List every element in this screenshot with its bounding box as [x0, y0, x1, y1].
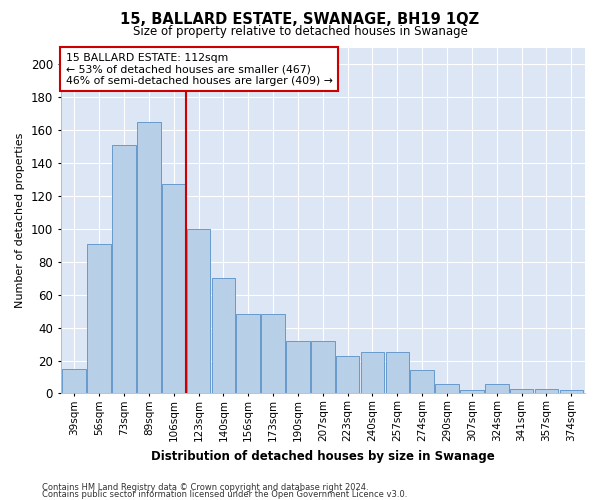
Bar	[485, 384, 509, 394]
Text: 15, BALLARD ESTATE, SWANAGE, BH19 1QZ: 15, BALLARD ESTATE, SWANAGE, BH19 1QZ	[121, 12, 479, 28]
Bar	[212, 278, 235, 394]
Text: Size of property relative to detached houses in Swanage: Size of property relative to detached ho…	[133, 25, 467, 38]
Bar	[187, 228, 211, 394]
Bar	[336, 356, 359, 394]
Bar	[311, 341, 335, 394]
Bar	[137, 122, 161, 394]
Bar	[62, 369, 86, 394]
X-axis label: Distribution of detached houses by size in Swanage: Distribution of detached houses by size …	[151, 450, 494, 462]
Bar	[410, 370, 434, 394]
Bar	[87, 244, 111, 394]
Y-axis label: Number of detached properties: Number of detached properties	[15, 133, 25, 308]
Bar	[162, 184, 185, 394]
Bar	[510, 388, 533, 394]
Bar	[386, 352, 409, 394]
Bar	[361, 352, 384, 394]
Bar	[460, 390, 484, 394]
Bar	[286, 341, 310, 394]
Bar	[112, 144, 136, 394]
Bar	[435, 384, 459, 394]
Text: 15 BALLARD ESTATE: 112sqm
← 53% of detached houses are smaller (467)
46% of semi: 15 BALLARD ESTATE: 112sqm ← 53% of detac…	[66, 52, 332, 86]
Text: Contains HM Land Registry data © Crown copyright and database right 2024.: Contains HM Land Registry data © Crown c…	[42, 483, 368, 492]
Text: Contains public sector information licensed under the Open Government Licence v3: Contains public sector information licen…	[42, 490, 407, 499]
Bar	[261, 314, 285, 394]
Bar	[535, 388, 558, 394]
Bar	[236, 314, 260, 394]
Bar	[560, 390, 583, 394]
